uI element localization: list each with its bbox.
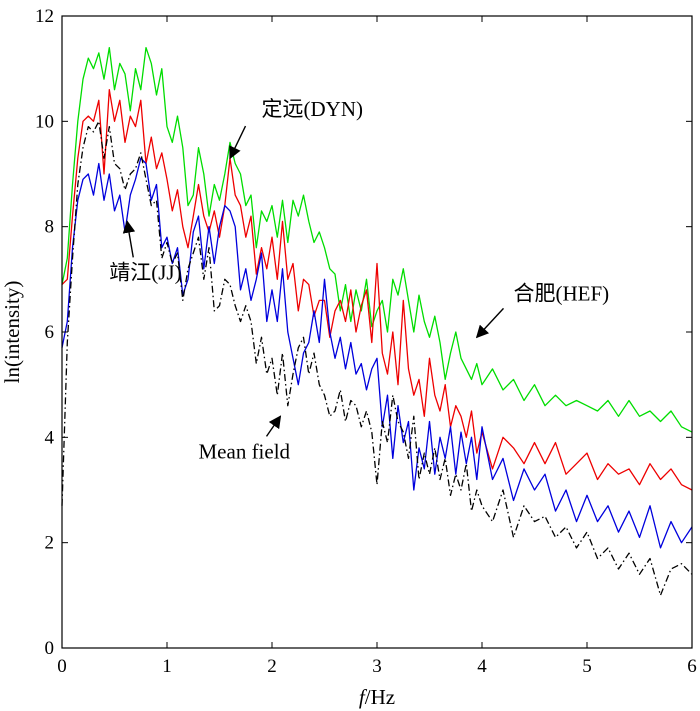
series-line-2: [61, 157, 693, 549]
x-tick-label-3: 3: [372, 656, 382, 677]
series-line-3: [61, 120, 693, 596]
series-line-0: [61, 46, 693, 433]
x-tick-label-2: 2: [267, 656, 277, 677]
x-axis-label-unit: /Hz: [365, 685, 395, 709]
x-tick-label-1: 1: [162, 656, 172, 677]
x-tick-label-5: 5: [582, 656, 592, 677]
y-tick-label-0: 0: [45, 638, 55, 659]
annotation-label-1: 靖江(JJ): [109, 260, 181, 284]
series-line-1: [61, 89, 693, 491]
annotation-label-3: Mean field: [199, 439, 291, 463]
annotation-arrow-1: [122, 220, 136, 258]
y-tick-label-1: 2: [45, 533, 55, 554]
x-axis-label-symbol: f: [359, 685, 368, 709]
x-tick-label-6: 6: [687, 656, 697, 677]
x-tick-label-0: 0: [57, 656, 67, 677]
annotations: 定远(DYN) 靖江(JJ) 合肥(HEF) Mean field: [109, 97, 609, 463]
annotation-label-0: 定远(DYN): [262, 97, 363, 121]
annotation-label-2: 合肥(HEF): [514, 281, 610, 305]
annotation-arrow-2: [475, 307, 505, 339]
annotation-arrow-0: [229, 125, 247, 160]
y-tick-label-3: 6: [45, 322, 55, 343]
y-tick-label-2: 4: [45, 427, 55, 448]
y-tick-label-4: 8: [45, 217, 55, 238]
x-tick-label-4: 4: [477, 656, 487, 677]
y-tick-label-6: 12: [35, 6, 54, 27]
annotation-arrow-3: [265, 415, 282, 437]
plot-frame: [61, 15, 693, 649]
x-axis-label: f/Hz: [359, 685, 395, 709]
series-layer: [61, 46, 693, 596]
y-tick-label-5: 10: [35, 111, 54, 132]
y-axis-label: ln(intensity): [0, 281, 24, 384]
